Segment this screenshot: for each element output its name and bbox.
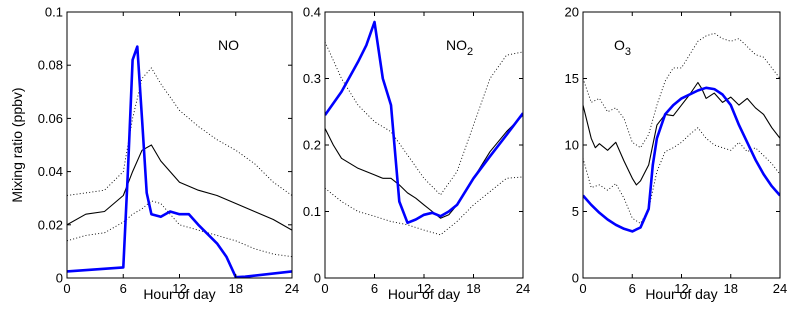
y-tick-label: 0.4 [303,5,321,20]
panel-annotation: NO [218,37,239,53]
x-axis-label: Hour of day [645,286,717,302]
y-tick-label: 5 [572,204,579,219]
series-line-observed-mean [325,114,523,219]
series-line-observed-bound [67,200,292,258]
series-line-observed-bound [67,67,292,196]
series-line-observed-mean [67,144,292,231]
annotation-text: NO [446,37,467,53]
x-axis-label: Hour of day [388,286,460,302]
y-tick-label: 0.08 [38,58,63,73]
x-tick-label: 12 [417,281,431,296]
y-tick-label: 20 [565,5,579,20]
chart-panel-3: 0 6 12 18 24 0 5 10 15 20 Hour of day O3 [565,5,788,303]
x-tick-label: 18 [229,281,243,296]
y-axis-label: Mixing ratio (ppbv) [9,87,25,202]
y-tick-label: 10 [565,138,579,153]
series-line-observed-bound [325,41,523,196]
series-line-model [67,45,292,278]
y-tick-label: 0.1 [303,204,321,219]
x-tick-label: 12 [674,281,688,296]
x-tick-label: 0 [63,281,70,296]
y-tick-label: 0.02 [38,217,63,232]
series-line-model [583,86,780,233]
chart-panel-1: 0 6 12 18 24 0 0.02 0.04 0.06 0.08 0.1 Hour of day M… [9,5,299,303]
series-line-model [325,20,523,225]
x-tick-label: 24 [516,281,530,296]
y-tick-label: 0 [56,271,63,286]
plot-frame [66,11,293,279]
series-line-observed-bound [583,32,780,149]
annotation-text: NO [218,37,239,53]
y-tick-label: 0.04 [38,164,63,179]
x-tick-label: 24 [285,281,299,296]
x-tick-label: 0 [579,281,586,296]
series-line-observed-mean [583,81,780,186]
y-tick-label: 15 [565,71,579,86]
panel-annotation: NO2 [446,37,473,58]
y-tick-label: 0 [314,271,321,286]
chart-panel-2: 0 6 12 18 24 0 0.1 0.2 0.3 0.4 Hour of day NO2 [303,5,530,303]
series-line-observed-bound [583,127,780,224]
y-tick-label: 0.2 [303,138,321,153]
x-tick-label: 18 [724,281,738,296]
y-tick-label: 0.3 [303,71,321,86]
x-tick-label: 6 [629,281,636,296]
x-axis-label: Hour of day [143,286,215,302]
series-line-observed-bound [325,176,523,236]
plot-frame [324,11,524,279]
y-tick-label: 0.1 [45,5,63,20]
x-tick-label: 0 [321,281,328,296]
x-tick-label: 12 [172,281,186,296]
annotation-subscript: 2 [467,46,473,58]
panel-annotation: O3 [614,37,631,58]
y-tick-label: 0.06 [38,111,63,126]
annotation-subscript: 3 [625,46,631,58]
x-tick-label: 18 [466,281,480,296]
x-tick-label: 24 [773,281,787,296]
annotation-text: O [614,37,625,53]
y-tick-label: 0 [572,271,579,286]
x-tick-label: 6 [120,281,127,296]
x-tick-label: 6 [371,281,378,296]
